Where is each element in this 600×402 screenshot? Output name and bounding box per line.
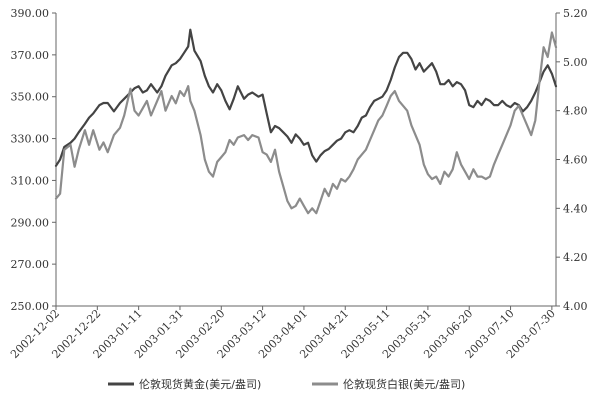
y-right-tick-label: 4.80 (563, 105, 588, 118)
y-left-tick-label: 370.00 (11, 49, 50, 62)
series-line-gold (54, 28, 558, 167)
y-left-tick-label: 390.00 (11, 7, 50, 20)
legend-label-gold: 伦敦现货黄金(美元/盎司) (139, 377, 261, 391)
y-right-tick-label: 4.00 (563, 300, 588, 313)
y-right-tick-label: 4.20 (563, 251, 588, 264)
axes: 250.00 270.00 290.00 310.00 330.00 350.00 370.… (8, 7, 587, 361)
y-left-tick-label: 290.00 (11, 216, 50, 229)
y-left-tick-label: 350.00 (11, 91, 50, 104)
y-left-tick-label: 270.00 (11, 258, 50, 271)
y-right-tick-label: 4.40 (563, 202, 588, 215)
y-right-tick-label: 4.60 (563, 154, 588, 167)
legend: 伦敦现货黄金(美元/盎司) 伦敦现货白银(美元/盎司) (108, 377, 465, 391)
y-right-tick-label: 5.00 (563, 56, 588, 69)
legend-label-silver: 伦敦现货白银(美元/盎司) (343, 377, 465, 391)
series-line-silver (54, 31, 558, 215)
y-right-tick-label: 5.20 (563, 7, 588, 20)
y-left-tick-label: 250.00 (11, 300, 50, 313)
y-left-tick-label: 310.00 (11, 174, 50, 187)
series-layer (54, 28, 558, 215)
y-left-tick-label: 330.00 (11, 133, 50, 146)
